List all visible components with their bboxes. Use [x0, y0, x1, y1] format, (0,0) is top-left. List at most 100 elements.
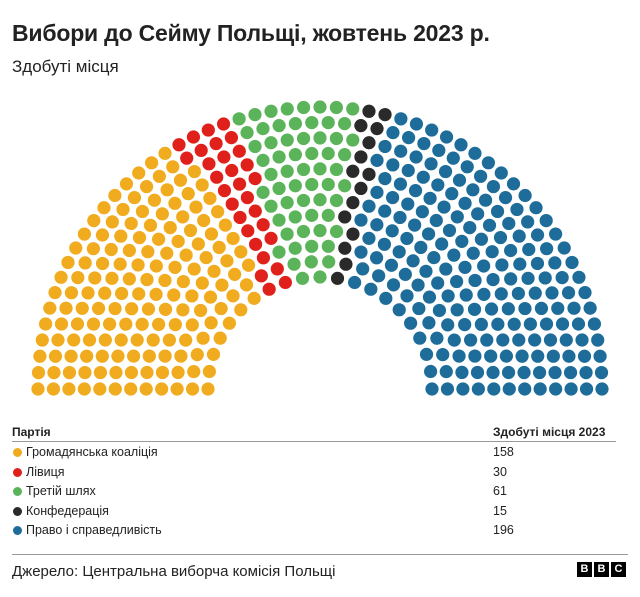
seat-dot	[455, 365, 469, 380]
seat-dot	[419, 347, 434, 361]
seat-dot	[91, 301, 106, 316]
seat-dot	[329, 162, 344, 177]
seat-dot	[203, 191, 217, 205]
seat-dot	[346, 227, 360, 241]
seat-dot	[78, 365, 92, 380]
seat-dot	[370, 218, 384, 232]
seat-dot	[346, 133, 360, 147]
seat-dot	[587, 317, 602, 331]
seat-dot	[140, 272, 154, 287]
seat-dot	[280, 227, 294, 241]
seat-dot	[199, 251, 213, 265]
seat-dot	[338, 148, 352, 162]
party-seats: 30	[493, 464, 507, 479]
seat-dot	[213, 331, 227, 345]
chart-title: Вибори до Сейму Польщі, жовтень 2023 р.	[12, 20, 490, 46]
seat-dot	[305, 177, 319, 192]
seat-dot	[155, 207, 169, 221]
seat-dot	[577, 349, 592, 363]
seat-dot	[583, 301, 597, 315]
seat-dot	[155, 365, 170, 380]
seat-dot	[108, 188, 122, 203]
seat-dot	[401, 197, 415, 211]
seat-dot	[98, 286, 112, 300]
seat-dot	[478, 193, 493, 207]
seat-dot	[496, 333, 510, 347]
seat-dot	[174, 349, 188, 363]
seat-dot	[445, 187, 459, 201]
seat-dot	[225, 197, 239, 211]
seat-dot	[393, 210, 407, 225]
party-name: Право і справедливість	[26, 523, 162, 538]
seat-dot	[272, 213, 286, 227]
seat-dot	[494, 166, 508, 180]
seat-dot	[484, 349, 498, 363]
seat-dot	[82, 333, 97, 347]
seat-dot	[575, 333, 589, 347]
seat-dot	[378, 108, 392, 122]
seat-dot	[115, 286, 129, 301]
seat-dot	[422, 316, 436, 330]
seat-dot	[272, 150, 286, 164]
seat-dot	[512, 333, 526, 347]
seat-dot	[458, 317, 472, 332]
seat-dot	[378, 139, 392, 154]
seat-dot	[201, 123, 215, 137]
seat-dot	[362, 136, 376, 150]
seat-dot	[313, 162, 327, 176]
seat-dot	[413, 331, 427, 345]
seat-dot	[394, 112, 408, 126]
seat-dot	[181, 187, 195, 201]
seat-dot	[141, 245, 155, 259]
seat-dot	[386, 278, 401, 292]
seat-dot	[321, 239, 335, 253]
seat-dot	[493, 230, 508, 245]
seat-dot	[114, 333, 128, 347]
seat-dot	[147, 193, 162, 207]
seat-dot	[241, 224, 255, 238]
seat-dot	[149, 287, 163, 301]
seat-dot	[264, 136, 278, 150]
seat-dot	[521, 271, 535, 285]
chart-subtitle: Здобуті місця	[12, 57, 119, 76]
seat-dot	[264, 104, 278, 118]
seat-dot	[240, 158, 254, 172]
seat-dot	[93, 365, 108, 380]
seat-dot	[256, 153, 270, 167]
seat-dot	[579, 365, 593, 380]
seat-dot	[455, 234, 469, 248]
seat-dot	[141, 302, 156, 316]
seat-dot	[51, 333, 65, 347]
seat-dot	[172, 138, 186, 152]
seat-dot	[210, 170, 224, 184]
seat-dot	[378, 172, 392, 186]
seat-dot	[78, 256, 92, 270]
seat-dot	[545, 286, 559, 300]
table-row: Лівиця 30	[12, 462, 616, 482]
seat-dot	[95, 349, 109, 363]
seat-dot	[158, 349, 172, 363]
seat-dot	[272, 245, 286, 259]
seat-dot	[170, 382, 184, 396]
seat-dot	[511, 286, 525, 301]
seat-dot	[346, 164, 360, 178]
seat-dot	[146, 333, 160, 347]
seat-dot	[538, 271, 552, 285]
bbc-logo-letter: B	[594, 562, 609, 577]
seat-dot	[425, 123, 439, 137]
seat-dot	[565, 255, 579, 270]
seat-dot	[214, 301, 228, 316]
seat-dot	[463, 221, 477, 235]
seat-dot	[494, 287, 508, 301]
seat-dot	[305, 146, 319, 161]
source-note: Джерело: Центральна виборча комісія Поль…	[12, 563, 336, 580]
seat-dot	[295, 271, 310, 285]
seat-dot	[485, 245, 499, 259]
seat-dot	[179, 248, 193, 262]
seat-dot	[168, 260, 182, 274]
seat-dot	[264, 231, 278, 245]
seat-dot	[491, 317, 505, 331]
seat-dot	[561, 286, 576, 300]
seat-dot	[499, 349, 513, 363]
seat-dot	[95, 256, 110, 271]
